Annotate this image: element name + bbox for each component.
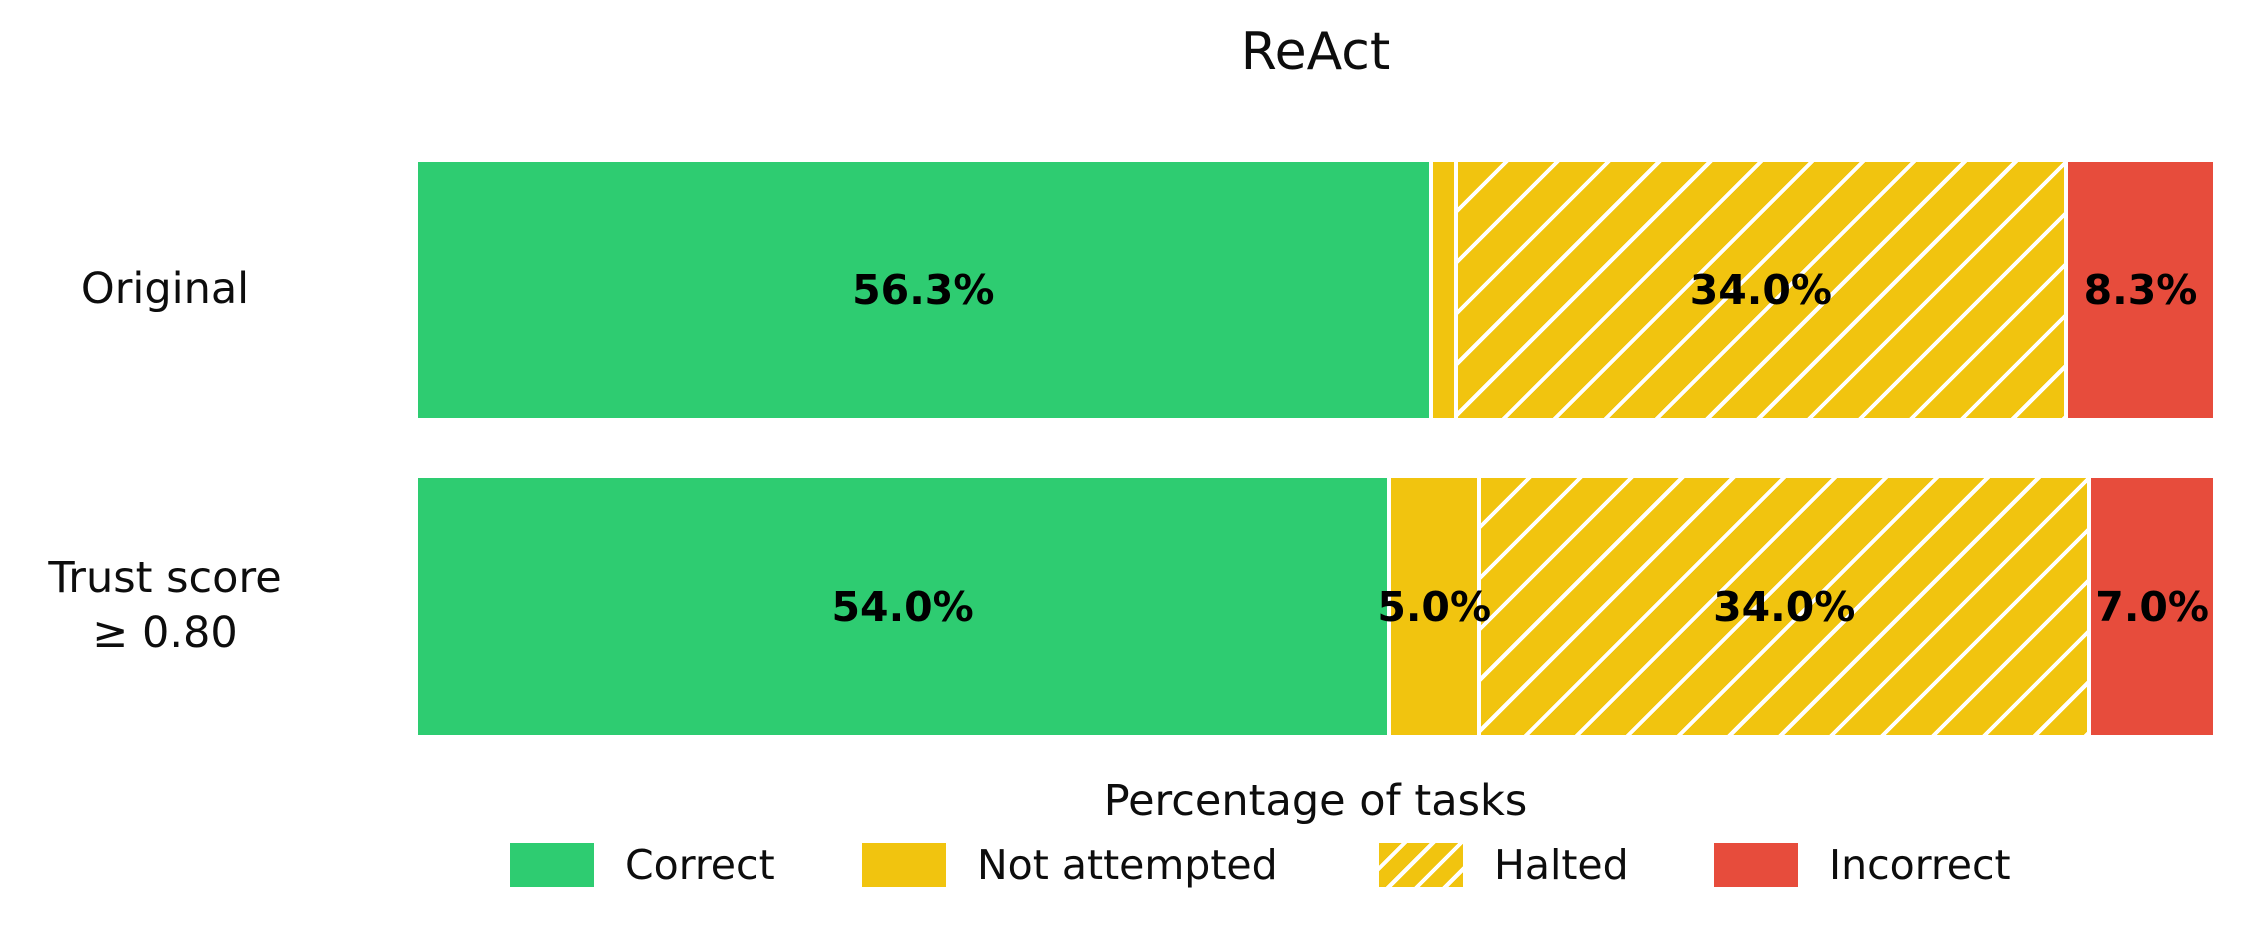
segment-value-label: 54.0% bbox=[831, 582, 974, 631]
bar-segment-incorrect: 7.0% bbox=[2087, 478, 2213, 735]
segment-value-label: 34.0% bbox=[1713, 582, 1856, 631]
bar-segment-correct: 56.3% bbox=[418, 162, 1429, 418]
legend-swatch-incorrect bbox=[1714, 843, 1798, 887]
legend-swatch-correct bbox=[510, 843, 594, 887]
legend-label: Incorrect bbox=[1829, 841, 2011, 889]
legend: Correct Not attempted Halted Incorrect bbox=[0, 840, 2245, 890]
bar-row-original: Original 56.3% 34.0% 8.3% bbox=[0, 162, 2245, 418]
x-axis-label: Percentage of tasks bbox=[1103, 776, 1528, 826]
legend-item-correct: Correct bbox=[510, 840, 775, 890]
bar-row-trust-score: Trust score ≥ 0.80 54.0% 5.0% 34.0% 7.0% bbox=[0, 478, 2245, 735]
ytick-line: ≥ 0.80 bbox=[92, 608, 238, 659]
legend-item-incorrect: Incorrect bbox=[1714, 840, 2011, 890]
ytick-line: Trust score bbox=[48, 552, 282, 603]
segment-value-label: 56.3% bbox=[852, 266, 995, 314]
segment-value-label: 34.0% bbox=[1689, 266, 1832, 314]
legend-label: Halted bbox=[1494, 841, 1629, 889]
bar-segment-halted: 34.0% bbox=[1453, 162, 2064, 418]
segment-value-label: 7.0% bbox=[2095, 582, 2210, 631]
chart-title: ReAct bbox=[1240, 22, 1391, 82]
bar-segment-not-attempted: 5.0% bbox=[1377, 478, 1491, 735]
bar-segment-not-attempted bbox=[1428, 162, 1454, 418]
ytick-label-original: Original bbox=[0, 262, 330, 318]
bar-segment-incorrect: 8.3% bbox=[2064, 162, 2213, 418]
ytick-label-trust-score: Trust score ≥ 0.80 bbox=[0, 551, 330, 663]
legend-label: Correct bbox=[625, 841, 775, 889]
segment-value-label: 5.0% bbox=[1377, 582, 1492, 631]
bar-original: 56.3% 34.0% 8.3% bbox=[418, 162, 2213, 418]
ytick-line: Original bbox=[80, 264, 250, 315]
bar-trust-score: 54.0% 5.0% 34.0% 7.0% bbox=[418, 478, 2213, 735]
segment-value-label: 8.3% bbox=[2083, 266, 2198, 314]
legend-swatch-halted bbox=[1379, 843, 1463, 887]
bar-segment-halted: 34.0% bbox=[1477, 478, 2088, 735]
legend-label: Not attempted bbox=[977, 841, 1278, 889]
legend-swatch-not-attempted bbox=[862, 843, 946, 887]
legend-item-not-attempted: Not attempted bbox=[862, 840, 1278, 890]
legend-item-halted: Halted bbox=[1379, 840, 1629, 890]
bar-segment-correct: 54.0% bbox=[418, 478, 1388, 735]
